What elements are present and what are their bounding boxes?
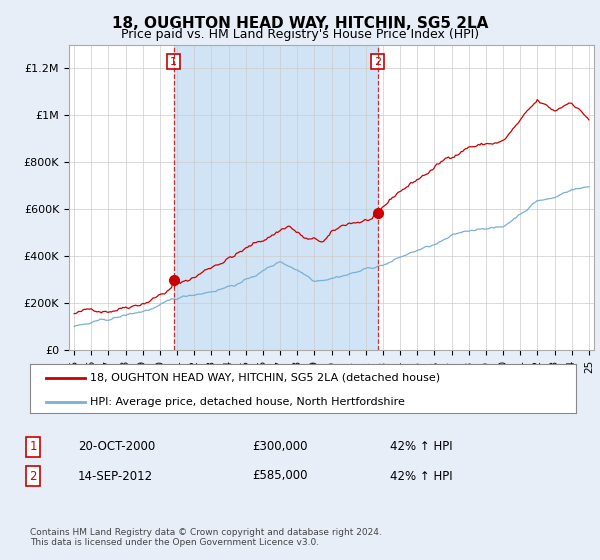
Text: 42% ↑ HPI: 42% ↑ HPI [390, 440, 452, 454]
Text: 14-SEP-2012: 14-SEP-2012 [78, 469, 153, 483]
Text: 2: 2 [29, 469, 37, 483]
Text: Price paid vs. HM Land Registry's House Price Index (HPI): Price paid vs. HM Land Registry's House … [121, 28, 479, 41]
Text: 42% ↑ HPI: 42% ↑ HPI [390, 469, 452, 483]
Text: £585,000: £585,000 [252, 469, 308, 483]
Text: 18, OUGHTON HEAD WAY, HITCHIN, SG5 2LA: 18, OUGHTON HEAD WAY, HITCHIN, SG5 2LA [112, 16, 488, 31]
Text: HPI: Average price, detached house, North Hertfordshire: HPI: Average price, detached house, Nort… [90, 398, 405, 408]
Bar [173, 45, 378, 350]
Text: Contains HM Land Registry data © Crown copyright and database right 2024.
This d: Contains HM Land Registry data © Crown c… [30, 528, 382, 547]
Text: 1: 1 [29, 440, 37, 454]
Text: 18, OUGHTON HEAD WAY, HITCHIN, SG5 2LA (detached house): 18, OUGHTON HEAD WAY, HITCHIN, SG5 2LA (… [90, 373, 440, 383]
Text: 20-OCT-2000: 20-OCT-2000 [78, 440, 155, 454]
Text: 1: 1 [170, 57, 177, 67]
Text: £300,000: £300,000 [252, 440, 308, 454]
Text: 2: 2 [374, 57, 382, 67]
